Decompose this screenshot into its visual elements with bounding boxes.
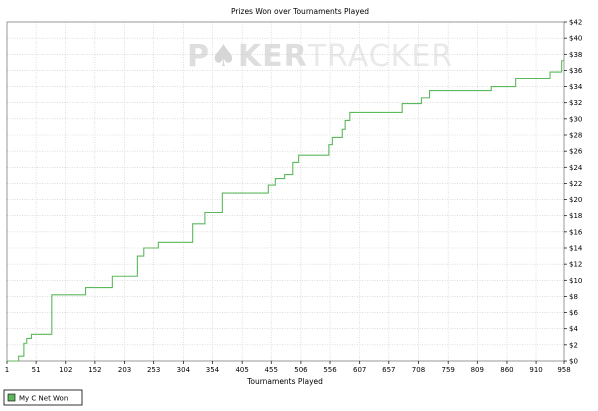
legend-swatch: [7, 393, 16, 402]
y-tick-label: $2: [569, 341, 578, 349]
y-tick-label: $40: [569, 35, 582, 43]
y-tick-label: $6: [569, 309, 578, 317]
chart-title: Prizes Won over Tournaments Played: [231, 7, 369, 16]
x-tick-label: 708: [412, 366, 425, 374]
legend-box: [3, 389, 83, 406]
y-tick-label: $10: [569, 277, 582, 285]
x-tick-label: 51: [32, 366, 41, 374]
x-tick-label: 860: [500, 366, 513, 374]
x-tick-label: 607: [353, 366, 366, 374]
y-tick-label: $4: [569, 325, 578, 333]
y-tick-label: $8: [569, 293, 578, 301]
x-tick-label: 809: [471, 366, 484, 374]
spade-icon: ♠: [210, 39, 238, 74]
legend: My C Net Won: [3, 389, 83, 406]
x-tick-label: 759: [441, 366, 454, 374]
y-tick-label: $36: [569, 67, 583, 75]
watermark-letter-p: P: [187, 39, 210, 74]
legend-label: My C Net Won: [19, 395, 68, 403]
y-tick-label: $12: [569, 261, 582, 269]
y-tick-label: $28: [569, 132, 582, 140]
x-tick-label: 102: [59, 366, 72, 374]
y-tick-label: $42: [569, 19, 582, 27]
x-tick-label: 455: [265, 366, 278, 374]
x-tick-label: 1: [5, 366, 9, 374]
x-axis-ticks: 1 51 102 152 203 253 304 354 405 455 506 556 607 657 7…: [5, 361, 571, 374]
x-tick-label: 657: [382, 366, 395, 374]
y-tick-label: $30: [569, 115, 582, 123]
pokertracker-watermark: P♠KERTRACKER: [187, 39, 453, 74]
x-tick-label: 910: [529, 366, 542, 374]
y-tick-label: $34: [569, 83, 583, 91]
y-axis-ticks: $0 $2 $4 $6 $8 $10 $12 $14 $16 $18 $20 $22 $24 $26 $28…: [564, 19, 583, 366]
y-tick-label: $38: [569, 51, 582, 59]
watermark-tracker: TRACKER: [307, 39, 453, 74]
x-tick-label: 506: [294, 366, 308, 374]
svg-text:P♠KERTRACKER: P♠KERTRACKER: [187, 39, 453, 74]
x-tick-label: 304: [177, 366, 191, 374]
x-tick-label: 958: [557, 366, 570, 374]
watermark-ker: KER: [238, 39, 308, 74]
y-tick-label: $22: [569, 180, 582, 188]
series-line-my-c-net-won: [7, 60, 564, 362]
y-tick-label: $0: [569, 358, 578, 366]
x-tick-label: 253: [147, 366, 160, 374]
x-tick-label: 354: [206, 366, 220, 374]
plot-area-border: [6, 21, 565, 362]
series-layer: [7, 60, 564, 362]
y-tick-label: $14: [569, 245, 583, 253]
y-tick-label: $18: [569, 212, 582, 220]
y-tick-label: $16: [569, 228, 583, 236]
x-tick-label: 203: [118, 366, 131, 374]
plot-frame: [6, 21, 565, 362]
y-tick-label: $26: [569, 148, 583, 156]
y-tick-label: $20: [569, 196, 582, 204]
x-tick-label: 556: [323, 366, 337, 374]
y-tick-label: $32: [569, 99, 582, 107]
x-axis-label: Tournaments Played: [246, 377, 323, 386]
x-tick-label: 405: [235, 366, 248, 374]
x-tick-label: 152: [88, 366, 101, 374]
y-tick-label: $24: [569, 164, 583, 172]
